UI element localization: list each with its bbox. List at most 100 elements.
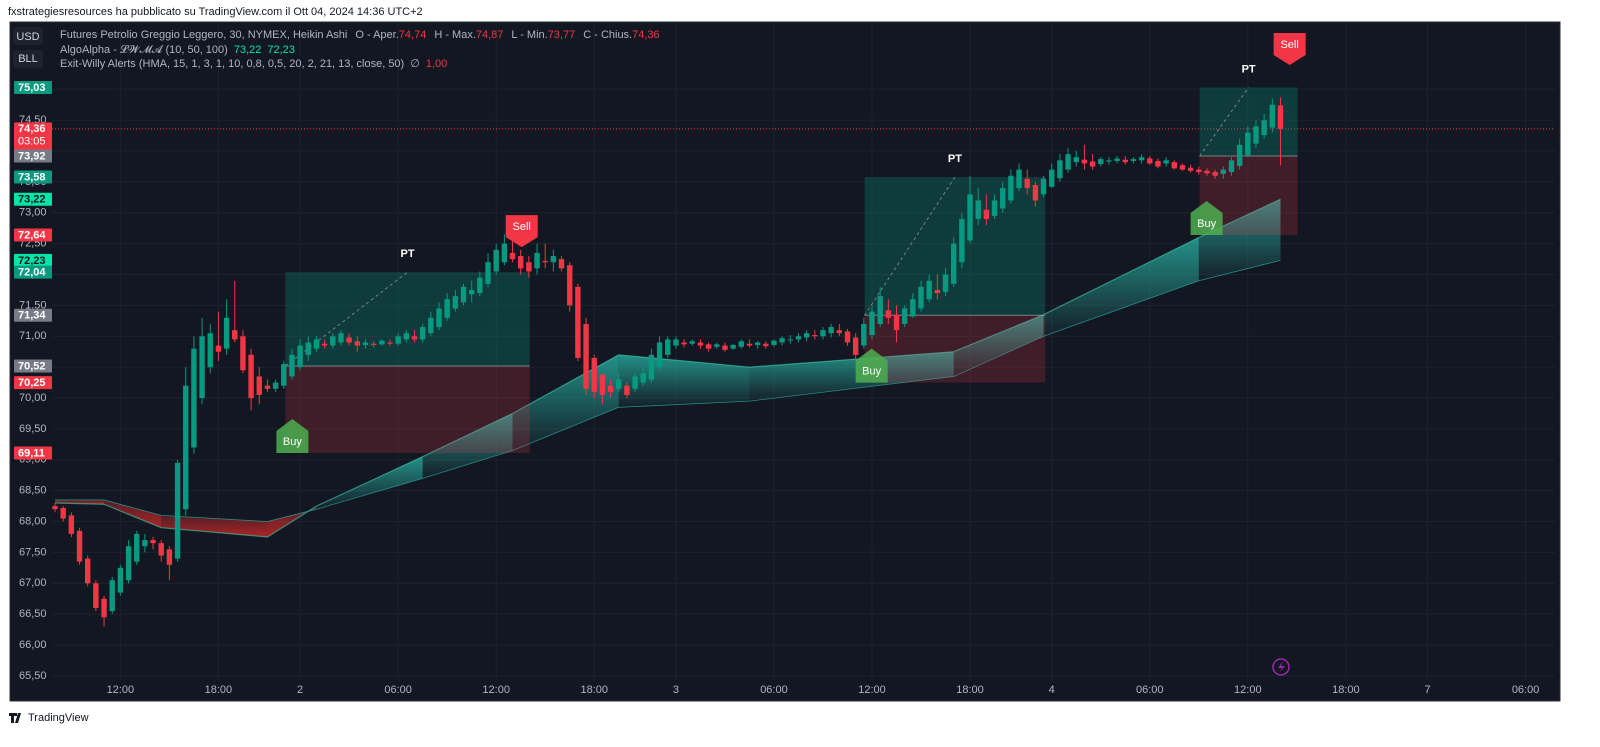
candle-body	[869, 311, 875, 336]
candle-body	[1155, 160, 1161, 167]
candle-body	[820, 330, 826, 337]
buy-marker	[855, 348, 888, 383]
band-cloud	[104, 499, 162, 528]
candle-body	[256, 376, 262, 395]
candle-body	[101, 598, 107, 618]
price-label-box	[14, 149, 52, 163]
candle-body	[771, 340, 777, 345]
candle-body	[722, 345, 728, 350]
candle-body	[468, 289, 475, 295]
candle-body	[812, 335, 818, 337]
y-tick-label: 68,50	[19, 485, 47, 497]
candle-body	[411, 336, 418, 340]
y-tick-label: 73,00	[19, 207, 47, 219]
x-tick-label: 12:00	[107, 684, 135, 696]
candle-body	[910, 299, 916, 317]
chart-frame	[9, 21, 1561, 702]
x-tick-label: 7	[1424, 684, 1430, 696]
candle-body	[632, 376, 638, 389]
candle-body	[1196, 169, 1202, 173]
unit-button[interactable]	[13, 50, 43, 68]
candle-body	[877, 296, 883, 324]
candle-body	[1138, 157, 1145, 161]
candle-body	[60, 507, 66, 519]
candle-body	[1114, 158, 1120, 161]
pt-label: PT	[1242, 63, 1256, 75]
y-tick-label: 66,50	[19, 608, 47, 620]
candle-body	[207, 333, 213, 368]
candle-body	[1089, 161, 1096, 167]
alert-icon[interactable]	[1272, 658, 1290, 676]
currency-button-label[interactable]: USD	[16, 31, 39, 43]
candle-body	[681, 342, 687, 345]
buy-label: Buy	[862, 366, 881, 378]
price-label-box	[14, 228, 52, 242]
y-tick-label: 69,50	[19, 423, 47, 435]
candle-body	[419, 327, 426, 340]
price-label-box	[14, 170, 52, 184]
candle-body	[1016, 169, 1022, 189]
ohlc-value: 74,74	[399, 29, 427, 41]
candle-body	[264, 385, 271, 389]
candle-body	[305, 342, 311, 355]
candle-body	[975, 200, 981, 219]
band-cloud	[422, 413, 513, 479]
candle-body	[117, 567, 124, 593]
x-tick-label: 4	[1049, 684, 1055, 696]
y-tick-label: 71,50	[19, 299, 47, 311]
candle-body	[918, 286, 924, 309]
candle-body	[558, 259, 565, 269]
candle-body	[1024, 178, 1030, 189]
candle-body	[485, 262, 491, 284]
indicator-value: 72,23	[267, 44, 295, 56]
candle-body	[746, 343, 753, 346]
candle-body	[738, 341, 744, 347]
candle-body	[1040, 178, 1047, 195]
candle-body	[656, 342, 663, 368]
candle-body	[436, 308, 442, 328]
price-label-box	[14, 192, 52, 206]
legend-line: AlgoAlpha - 𝓛𝓦𝓜𝓐 (10, 50, 100) 73,22 72,23	[60, 43, 295, 56]
candle-body	[493, 249, 499, 272]
candle-body	[338, 333, 344, 343]
candle-body	[240, 336, 246, 371]
candle-body	[1073, 157, 1079, 163]
candle-body	[1081, 159, 1088, 164]
candle-body	[934, 289, 941, 294]
candle-body	[1008, 175, 1014, 201]
candle-body	[387, 342, 393, 344]
candle-body	[983, 209, 990, 219]
price-label: 72,04	[18, 266, 46, 278]
candle-body	[942, 274, 949, 292]
sell-label: Sell	[513, 221, 531, 233]
candle-body	[795, 336, 802, 340]
candle-body	[1163, 160, 1169, 164]
candle-body	[803, 333, 810, 338]
x-tick-label: 18:00	[205, 684, 233, 696]
candle-body	[477, 277, 483, 294]
candle-body	[362, 342, 369, 345]
candle-body	[893, 314, 900, 331]
x-tick-label: 2	[297, 684, 303, 696]
stop-zone	[864, 315, 1046, 383]
candle-body	[403, 333, 410, 340]
unit-button-label[interactable]: BLL	[18, 53, 38, 65]
candle-body	[648, 354, 655, 380]
candle-body	[591, 357, 597, 392]
candle-body	[697, 342, 704, 346]
candle-body	[166, 549, 173, 565]
candle-body	[1253, 126, 1259, 144]
candle-body	[730, 344, 736, 349]
candle-body	[444, 299, 450, 318]
candle-body	[248, 354, 254, 399]
x-tick-label: 12:00	[482, 684, 510, 696]
y-tick-label: 66,00	[19, 639, 47, 651]
price-label: 72,64	[18, 229, 46, 241]
currency-button[interactable]	[13, 27, 43, 45]
candle-body	[174, 462, 181, 559]
ohlc-value: 74,87	[476, 29, 504, 41]
candle-body	[1000, 188, 1006, 209]
candle-body	[1057, 160, 1063, 179]
pt-label: PT	[948, 153, 962, 165]
